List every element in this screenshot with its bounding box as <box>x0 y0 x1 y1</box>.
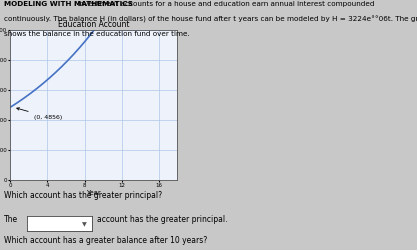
X-axis label: Year: Year <box>86 190 101 196</box>
Text: shows the balance in the education fund over time.: shows the balance in the education fund … <box>4 31 190 37</box>
Text: continuously. The balance H (in dollars) of the house fund after t years can be : continuously. The balance H (in dollars)… <box>4 16 417 24</box>
Text: account has the greater principal.: account has the greater principal. <box>97 215 227 224</box>
Text: Which account has a greater balance after 10 years?: Which account has a greater balance afte… <box>4 236 207 245</box>
Text: Investment accounts for a house and education earn annual interest compounded: Investment accounts for a house and educ… <box>73 1 374 7</box>
Text: MODELING WITH MATHEMATICS: MODELING WITH MATHEMATICS <box>4 1 133 7</box>
Title: Education Account: Education Account <box>58 20 130 29</box>
Text: The: The <box>4 215 18 224</box>
Text: (0, 4856): (0, 4856) <box>17 108 62 120</box>
Text: Which account has the greater principal?: Which account has the greater principal? <box>4 191 162 200</box>
Text: ▼: ▼ <box>82 222 86 227</box>
